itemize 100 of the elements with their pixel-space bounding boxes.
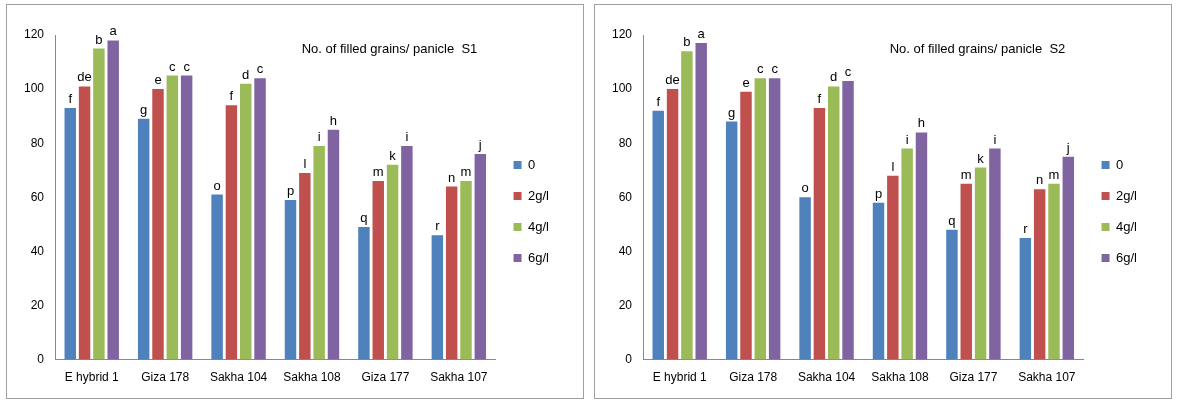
data-label: e xyxy=(154,72,162,88)
y-tick-label: 0 xyxy=(625,351,633,366)
bar xyxy=(107,40,119,360)
data-label: g xyxy=(728,104,736,120)
bar xyxy=(989,148,1001,360)
data-label: l xyxy=(891,158,895,174)
y-tick-label: 80 xyxy=(30,135,45,150)
data-label: m xyxy=(960,166,972,182)
y-tick-label: 120 xyxy=(611,27,633,42)
bar xyxy=(284,200,297,360)
bar xyxy=(960,183,972,360)
data-label: a xyxy=(697,26,706,42)
data-label: b xyxy=(95,31,103,47)
bar xyxy=(211,194,223,360)
bar xyxy=(915,132,928,360)
data-label: f xyxy=(229,88,234,104)
bar xyxy=(1019,237,1032,360)
bar xyxy=(799,197,811,360)
bar xyxy=(887,175,899,360)
data-label: q xyxy=(948,212,956,228)
legend-label: 2g/l xyxy=(528,187,550,203)
data-label: c xyxy=(256,61,264,77)
bar xyxy=(842,80,854,360)
bar xyxy=(681,51,693,360)
x-tick-label: E hybrid 1 xyxy=(652,370,708,385)
bar xyxy=(725,121,738,360)
x-tick-label: E hybrid 1 xyxy=(64,370,120,385)
bar xyxy=(445,186,458,360)
bar xyxy=(78,86,91,360)
bar xyxy=(474,154,487,360)
data-label: l xyxy=(303,156,307,172)
bar xyxy=(740,91,752,360)
data-label: q xyxy=(360,210,368,226)
bar xyxy=(386,164,399,360)
legend-label: 0 xyxy=(1116,156,1124,172)
bar xyxy=(695,43,707,360)
data-label: o xyxy=(801,180,809,196)
y-tick-label: 100 xyxy=(23,81,45,96)
data-label: h xyxy=(917,115,926,131)
legend-label: 6g/l xyxy=(528,249,550,265)
x-tick-label: Sakha 104 xyxy=(797,370,856,385)
y-tick-label: 0 xyxy=(37,351,45,366)
y-tick-label: 60 xyxy=(618,189,633,204)
bar xyxy=(166,75,179,360)
text: No. of filled grains/ panicle S1 xyxy=(301,40,478,56)
data-label: de xyxy=(77,69,92,85)
bar xyxy=(828,86,840,360)
y-tick-label: 40 xyxy=(30,243,45,258)
data-label: d xyxy=(830,69,838,85)
bar xyxy=(666,89,679,360)
bar xyxy=(1033,189,1046,360)
data-label: c xyxy=(757,61,765,77)
data-label: f xyxy=(656,93,661,109)
bar xyxy=(401,145,413,360)
data-label: k xyxy=(389,147,397,163)
legend-label: 4g/l xyxy=(1116,218,1138,234)
data-label: j xyxy=(1065,139,1070,155)
y-tick-label: 20 xyxy=(618,297,633,312)
x-tick-label: Sakha 108 xyxy=(871,370,929,385)
data-label: m xyxy=(460,164,472,180)
data-label: a xyxy=(109,23,118,39)
data-label: c xyxy=(844,64,852,80)
bar xyxy=(813,108,826,360)
text: No. of filled grains/ panicle S2 xyxy=(889,40,1066,56)
data-label: f xyxy=(68,91,73,107)
data-label: r xyxy=(435,218,441,234)
y-tick-label: 100 xyxy=(611,81,633,96)
x-tick-label: Giza 178 xyxy=(729,370,778,385)
y-tick-label: 120 xyxy=(23,27,45,42)
y-tick-label: 20 xyxy=(30,297,45,312)
data-label: d xyxy=(242,66,250,82)
data-label: o xyxy=(213,177,221,193)
x-tick-label: Sakha 108 xyxy=(283,370,341,385)
bar xyxy=(372,181,384,360)
x-tick-label: Sakha 104 xyxy=(209,370,268,385)
y-tick-label: 80 xyxy=(618,135,633,150)
data-label: i xyxy=(405,128,409,144)
data-label: f xyxy=(817,91,822,107)
data-label: p xyxy=(874,185,883,201)
bar xyxy=(152,89,164,360)
data-label: n xyxy=(448,169,456,185)
data-label: p xyxy=(286,183,295,199)
data-label: c xyxy=(169,58,177,74)
data-label: m xyxy=(1048,166,1060,182)
bar xyxy=(1062,156,1075,360)
bar xyxy=(946,229,958,360)
data-label: b xyxy=(683,34,691,50)
bar xyxy=(254,78,266,360)
data-label: g xyxy=(140,101,148,117)
bar xyxy=(652,110,664,360)
x-tick-label: Giza 178 xyxy=(141,370,190,385)
bar xyxy=(240,83,252,360)
y-tick-label: 60 xyxy=(30,189,45,204)
bar xyxy=(901,148,913,360)
bar xyxy=(180,75,193,360)
data-label: e xyxy=(742,74,750,90)
legend-label: 0 xyxy=(528,156,536,172)
data-label: i xyxy=(993,131,997,147)
bar xyxy=(431,235,444,360)
data-label: n xyxy=(1036,172,1044,188)
